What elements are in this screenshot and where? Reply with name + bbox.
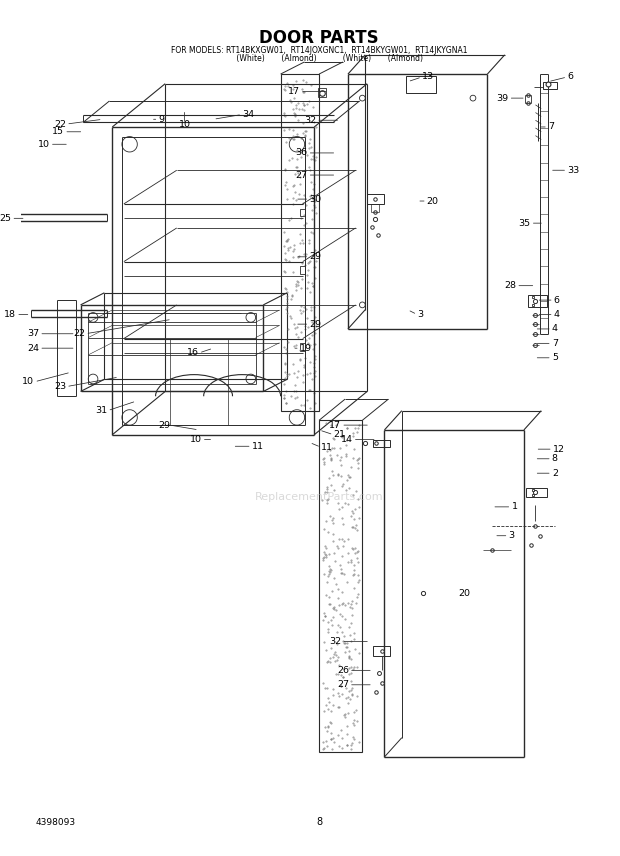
Text: 10: 10: [22, 377, 34, 386]
Bar: [281, 74, 319, 411]
Text: 29: 29: [158, 420, 170, 430]
Text: 8: 8: [316, 817, 322, 827]
Text: 26: 26: [337, 666, 349, 675]
Text: 2: 2: [552, 469, 558, 478]
Text: 11: 11: [252, 442, 264, 451]
Text: 15: 15: [52, 128, 64, 136]
Text: 24: 24: [27, 343, 39, 353]
Text: FOR MODELS: RT14BKXGW01,  RT14JOXGNC1,  RT14BKYGW01,  RT14JKYGNA1: FOR MODELS: RT14BKXGW01, RT14JOXGNC1, RT…: [171, 45, 467, 55]
Text: 28: 28: [504, 281, 516, 290]
Text: 11: 11: [321, 443, 333, 452]
Text: 7: 7: [552, 339, 558, 348]
Text: 18: 18: [4, 310, 16, 319]
Bar: [373, 646, 390, 656]
Bar: [405, 76, 436, 93]
Text: 25: 25: [0, 214, 11, 223]
Text: 22: 22: [54, 120, 66, 128]
Text: 36: 36: [295, 148, 308, 158]
Text: 29: 29: [309, 253, 321, 261]
Bar: [528, 295, 547, 306]
Text: 16: 16: [187, 348, 199, 358]
Text: 6: 6: [554, 295, 560, 305]
Text: ReplacementParts.com: ReplacementParts.com: [255, 492, 383, 502]
Bar: [300, 343, 304, 351]
Text: 33: 33: [567, 166, 580, 175]
Text: 31: 31: [95, 407, 107, 415]
Text: 3: 3: [417, 310, 423, 319]
Text: 37: 37: [27, 330, 39, 338]
Text: 32: 32: [304, 116, 316, 125]
Text: 9: 9: [159, 115, 164, 124]
Text: 20: 20: [459, 589, 471, 598]
Bar: [319, 420, 362, 752]
Text: 20: 20: [427, 197, 439, 205]
Bar: [300, 209, 304, 217]
Bar: [526, 488, 547, 497]
Text: 12: 12: [553, 444, 565, 454]
Text: 8: 8: [552, 455, 558, 463]
Text: 39: 39: [497, 93, 508, 103]
Text: 7: 7: [548, 122, 554, 132]
Text: 10: 10: [190, 435, 202, 444]
Text: 1: 1: [512, 502, 518, 511]
Text: 13: 13: [422, 73, 434, 81]
Text: 34: 34: [242, 110, 254, 119]
Text: 10: 10: [179, 120, 190, 128]
Text: 4: 4: [552, 324, 558, 334]
Text: (White)       (Almond)           (White)       (Almond): (White) (Almond) (White) (Almond): [215, 54, 423, 63]
Text: 3: 3: [508, 532, 515, 540]
Text: 30: 30: [309, 194, 322, 204]
Text: 17: 17: [288, 86, 300, 96]
Text: 4398093: 4398093: [35, 817, 76, 827]
Text: 4: 4: [554, 310, 560, 319]
Text: 23: 23: [54, 382, 66, 391]
Bar: [373, 439, 390, 447]
Bar: [367, 194, 384, 204]
Text: 27: 27: [337, 681, 349, 689]
Bar: [543, 82, 557, 90]
Text: 35: 35: [518, 218, 531, 228]
Text: 22: 22: [73, 330, 86, 338]
Text: 32: 32: [329, 637, 341, 646]
Text: 27: 27: [296, 170, 308, 180]
Text: 10: 10: [38, 140, 50, 149]
Text: 17: 17: [329, 420, 341, 430]
Bar: [318, 87, 326, 97]
Text: 29: 29: [309, 319, 321, 329]
Bar: [300, 266, 304, 274]
Text: 19: 19: [300, 343, 312, 353]
Text: 6: 6: [567, 73, 574, 81]
Text: 14: 14: [341, 435, 353, 444]
Text: 5: 5: [552, 354, 558, 362]
Text: DOOR PARTS: DOOR PARTS: [259, 28, 379, 46]
Text: 21: 21: [334, 431, 345, 439]
